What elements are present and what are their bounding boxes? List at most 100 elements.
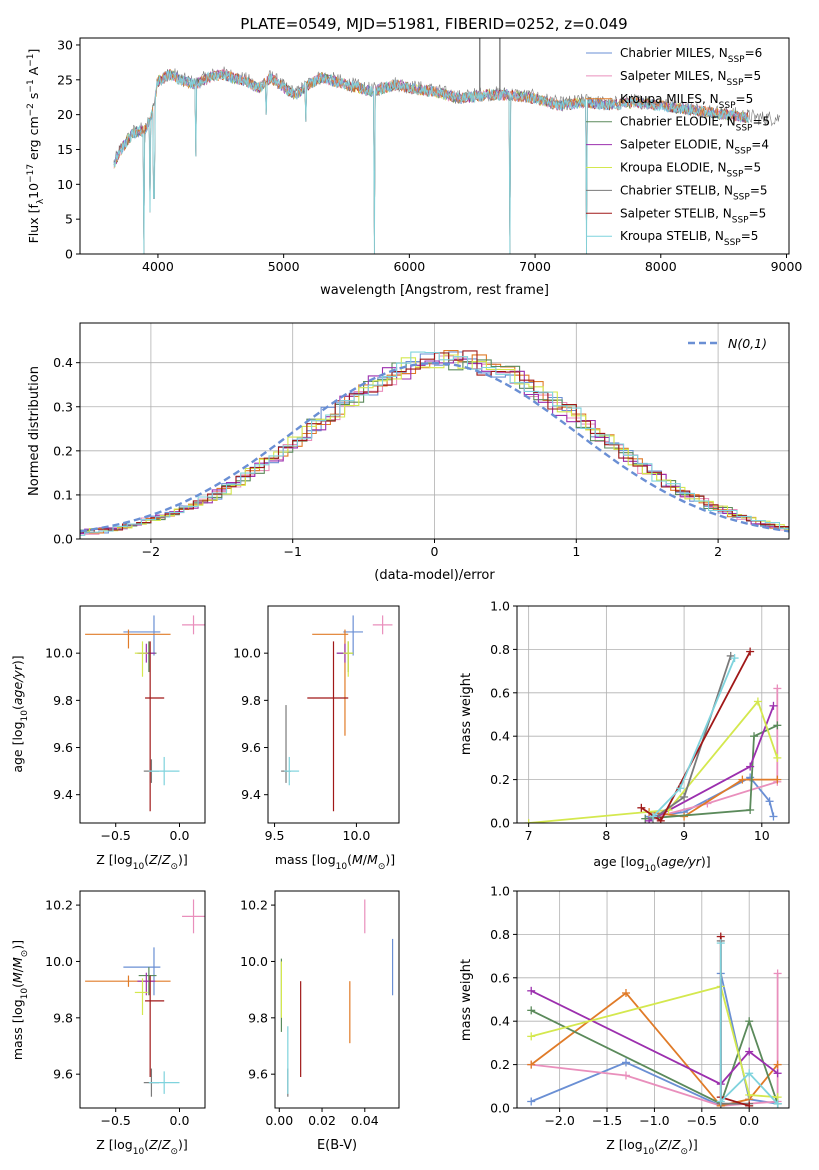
text-span: age/yr — [661, 854, 702, 869]
y-tick-label: 1.0 — [490, 884, 510, 899]
text-span: =5 — [741, 229, 759, 243]
subscript: 10 — [20, 710, 30, 722]
y-axis-label: mass [log10(M/M⊙)] — [10, 940, 30, 1060]
y-tick-label: 9.8 — [241, 693, 261, 708]
x-tick-label: 8 — [602, 828, 610, 843]
text-span: / — [10, 967, 25, 972]
subscript: SSP — [734, 147, 751, 157]
x-tick-label: 0.0 — [739, 1113, 759, 1128]
mass-vs-ebv-panel: 0.00 0.02 0.04 9.6 9.8 10.0 10.2 E(B-V) — [240, 890, 400, 1153]
text-span: / — [363, 852, 368, 867]
text-span: Kroupa ELODIE, N — [620, 161, 727, 175]
text-span: =5 — [736, 92, 754, 106]
text-span: )] — [385, 852, 395, 867]
y-tick-label: 0.4 — [490, 1014, 510, 1029]
text-span: M — [10, 957, 25, 968]
text-span: )] — [178, 852, 188, 867]
residual-histogram-panel: −2 −1 0 1 2 0.0 0.1 0.2 0.3 0.4 N(0,1) (data-model)… — [27, 322, 790, 583]
y-tick-label: 9.6 — [248, 1067, 268, 1082]
text-span: Z — [671, 1137, 681, 1152]
y-tick-label: 20 — [57, 107, 73, 122]
text-span: =5 — [752, 115, 770, 129]
axes-frame: 7 8 9 10 0.0 0.2 0.4 0.6 0.8 1.0 — [490, 599, 790, 843]
x-tick-label: 8000 — [645, 259, 677, 274]
x-tick-label: 0.04 — [351, 1113, 379, 1128]
subscript: 10 — [133, 862, 145, 872]
mass-weight-line — [530, 985, 778, 1099]
y-axis-label: mass weight — [459, 959, 474, 1041]
histogram-series — [80, 350, 789, 535]
x-tick-label: −1 — [283, 544, 301, 559]
text-span: )] — [688, 1137, 698, 1152]
axes-frame: 9.5 10.0 9.4 9.6 9.8 10.0 — [233, 605, 400, 843]
y-tick-label: 0.4 — [53, 355, 73, 370]
text-span: ] — [26, 49, 41, 54]
text-span: Z [log — [606, 1137, 642, 1152]
y-tick-label: 0.1 — [53, 487, 73, 502]
text-span: mass [log — [275, 852, 336, 867]
y-tick-label: 0.2 — [53, 443, 73, 458]
text-span: =5 — [749, 206, 767, 220]
legend-entry: Kroupa MILES, NSSP=5 — [620, 92, 753, 111]
x-tick-label: 0.00 — [265, 1113, 293, 1128]
text-span: 10 — [26, 183, 41, 199]
subscript: 10 — [645, 864, 657, 874]
axes-frame: −0.5 0.0 9.6 9.8 10.0 10.2 — [45, 890, 206, 1128]
histogram-series — [80, 358, 789, 535]
y-tick-label: 1.0 — [490, 599, 510, 614]
subscript: SSP — [727, 78, 744, 88]
x-tick-label: 0.0 — [170, 1113, 190, 1128]
x-axis-label: (data-model)/error — [374, 568, 495, 583]
y-tick-label: 10 — [57, 177, 73, 192]
axes-border — [274, 890, 400, 1109]
text-span: )] — [10, 655, 25, 665]
axes-border — [79, 37, 790, 255]
text-span: erg cm — [26, 116, 41, 164]
subscript: SSP — [733, 192, 750, 202]
legend: N(0,1) — [688, 336, 767, 351]
legend-entry: Salpeter MILES, NSSP=5 — [620, 69, 761, 88]
superscript: −2 — [26, 103, 36, 116]
plot-area — [524, 647, 782, 823]
axes-border — [79, 890, 206, 1109]
x-tick-label: 5000 — [268, 259, 300, 274]
x-tick-label: −0.5 — [101, 1113, 131, 1128]
x-tick-label: 10 — [754, 828, 770, 843]
x-tick-label: −2 — [142, 544, 160, 559]
superscript: −1 — [26, 79, 36, 92]
axes-border — [267, 605, 400, 824]
text-span: Z — [658, 1137, 668, 1152]
spectrum-panel: 4000 5000 6000 7000 8000 9000 0 5 10 15 20 25 30 wave… — [26, 37, 802, 298]
text-span: Z — [148, 852, 158, 867]
subscript: ⊙ — [20, 950, 30, 958]
text-span: ( — [144, 852, 149, 867]
axes-border — [516, 605, 790, 824]
text-span: mass [log — [10, 999, 25, 1060]
y-tick-label: 30 — [57, 37, 73, 52]
text-span: Z — [148, 1137, 158, 1152]
subscript: ⊙ — [170, 1147, 178, 1157]
age-vs-z-panel: −0.5 0.09.49.69.810.0Z [log10(Z/Z⊙)]age [… — [10, 605, 206, 872]
x-tick-label: −2.0 — [544, 1113, 574, 1128]
subscript: ⊙ — [170, 862, 178, 872]
reference-normal-curve — [80, 361, 789, 533]
x-tick-label: −0.5 — [687, 1113, 717, 1128]
mass-weight-line — [719, 943, 779, 1105]
y-tick-label: 0 — [65, 247, 73, 262]
axes-frame: 4000 5000 6000 7000 8000 9000 0 5 10 15 20 25 30 — [57, 37, 802, 274]
subscript: ⊙ — [680, 1147, 688, 1157]
text-span: Z — [161, 852, 171, 867]
subscript: SSP — [724, 238, 741, 248]
y-tick-label: 9.4 — [241, 787, 261, 802]
x-axis-label: wavelength [Angstrom, rest frame] — [320, 283, 549, 298]
plot-area — [80, 350, 789, 536]
histogram-series — [80, 354, 789, 533]
legend-entry: N(0,1) — [728, 336, 767, 351]
y-tick-label: 0.2 — [490, 1057, 510, 1072]
y-tick-label: 0.4 — [490, 729, 510, 744]
x-tick-label: 9.5 — [265, 828, 285, 843]
mass-weight-line — [645, 724, 778, 820]
x-tick-label: 0.0 — [170, 828, 190, 843]
y-tick-label: 0.8 — [490, 927, 510, 942]
text-span: Chabrier ELODIE, N — [620, 115, 736, 129]
